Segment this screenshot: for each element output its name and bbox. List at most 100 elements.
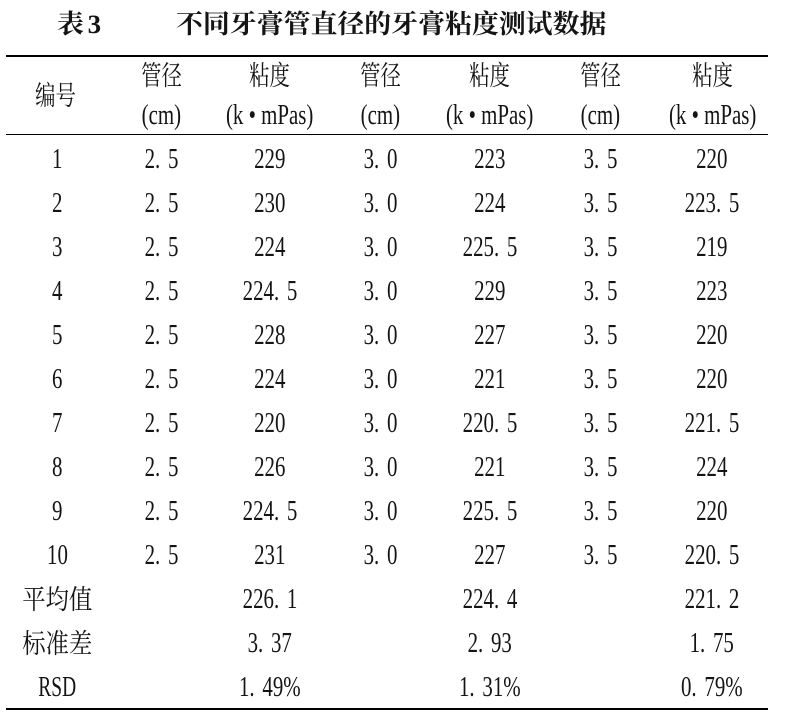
summary-value: 0. 79% (681, 664, 744, 706)
table-row: 6 2. 5 224 3. 0 221 3. 5 220 (6, 355, 768, 399)
data-cell: 2. 5 (109, 310, 215, 354)
cell-value: 3. 5 (583, 267, 618, 309)
data-cell: 220. 5 (435, 399, 544, 443)
table-top-rule (6, 54, 768, 58)
summary-row: RSD 1. 49% 1. 31% 0. 79% (6, 663, 768, 707)
table-row: 7 2. 5 220 3. 0 220. 5 3. 5 221. 5 (6, 399, 768, 443)
data-cell: 220 (656, 355, 768, 399)
cell-value: 229 (473, 267, 506, 309)
table-row: 2 2. 5 230 3. 0 224 3. 5 223. 5 (6, 178, 768, 222)
data-cell: 3. 0 (325, 178, 435, 222)
cell-value: 229 (254, 135, 286, 177)
summary-row: 标准差 3. 37 2. 93 1. 75 (6, 619, 768, 663)
column-label: 粘度 (469, 52, 510, 93)
row-index-cell: 8 (6, 443, 109, 487)
data-cell: 220 (656, 487, 768, 531)
row-index: 2 (52, 179, 63, 221)
data-cell: 223 (435, 134, 544, 178)
row-index: 8 (52, 444, 63, 486)
empty-cell (325, 575, 435, 619)
cell-value: 3. 0 (363, 356, 398, 398)
row-index-cell: 5 (6, 310, 109, 354)
data-cell: 3. 5 (544, 134, 656, 178)
data-cell: 224. 5 (214, 266, 325, 310)
cell-value: 3. 5 (583, 444, 618, 486)
cell-value: 223 (696, 267, 728, 309)
data-cell: 220 (656, 134, 768, 178)
cell-value: 227 (473, 532, 506, 574)
summary-value: 224. 4 (462, 576, 517, 618)
data-cell: 2. 5 (109, 355, 215, 399)
cell-value: 220 (696, 311, 728, 353)
data-cell: 228 (214, 310, 325, 354)
data-cell: 221. 5 (656, 399, 768, 443)
row-index: 1 (52, 135, 63, 177)
cell-value: 225. 5 (462, 223, 517, 265)
data-cell: 3. 0 (325, 487, 435, 531)
header-row: 编号 管径 (cm) 粘度 (k • mPas) 管径 (cm) 粘度 (k •… (6, 53, 768, 134)
cell-value: 220. 5 (684, 532, 740, 574)
summary-value: 1. 49% (238, 664, 301, 706)
column-header: 粘度 (k • mPas) (435, 53, 544, 134)
cell-value: 2. 5 (144, 135, 179, 177)
cell-value: 219 (696, 223, 728, 265)
cell-value: 2. 5 (144, 532, 179, 574)
cell-value: 220 (696, 356, 728, 398)
table-row: 4 2. 5 224. 5 3. 0 229 3. 5 223 (6, 266, 768, 310)
cell-value: 225. 5 (462, 488, 517, 530)
data-cell: 224 (435, 178, 544, 222)
cell-value: 224 (696, 444, 728, 486)
cell-value: 230 (254, 179, 286, 221)
summary-value: 2. 93 (467, 620, 512, 662)
column-unit: (cm) (141, 92, 182, 134)
data-cell: 3. 5 (544, 399, 656, 443)
data-cell: 2. 5 (109, 443, 215, 487)
cell-value: 3. 0 (363, 400, 398, 442)
row-index: 9 (52, 488, 63, 530)
column-unit: (k • mPas) (226, 92, 314, 134)
column-header: 粘度 (k • mPas) (656, 53, 768, 134)
table-row: 9 2. 5 224. 5 3. 0 225. 5 3. 5 220 (6, 487, 768, 531)
cell-value: 220 (254, 400, 286, 442)
summary-cell: 224. 4 (435, 575, 544, 619)
viscosity-data-table: 编号 管径 (cm) 粘度 (k • mPas) 管径 (cm) 粘度 (k •… (6, 53, 768, 707)
summary-value: 226. 1 (242, 576, 298, 618)
data-cell: 227 (435, 310, 544, 354)
cell-value: 228 (254, 311, 286, 353)
data-cell: 226 (214, 443, 325, 487)
data-cell: 224 (214, 355, 325, 399)
empty-cell (109, 663, 215, 707)
cell-value: 227 (473, 311, 506, 353)
data-cell: 219 (656, 222, 768, 266)
table-number: 表 3 (57, 2, 102, 42)
summary-cell: 221. 2 (656, 575, 768, 619)
column-unit: (cm) (580, 92, 621, 134)
cell-value: 3. 0 (363, 267, 398, 309)
data-cell: 221 (435, 443, 544, 487)
data-cell: 3. 5 (544, 222, 656, 266)
cell-value: 2. 5 (144, 311, 179, 353)
cell-value: 3. 5 (583, 356, 618, 398)
row-index: 6 (52, 356, 63, 398)
summary-cell: 1. 31% (435, 663, 544, 707)
data-cell: 2. 5 (109, 178, 215, 222)
empty-cell (109, 575, 215, 619)
summary-cell: 0. 79% (656, 663, 768, 707)
row-index-cell: 9 (6, 487, 109, 531)
cell-value: 221 (473, 356, 506, 398)
summary-label-cell: 标准差 (6, 619, 109, 663)
column-header: 管径 (cm) (325, 53, 435, 134)
table-bottom-rule (6, 707, 768, 711)
data-cell: 2. 5 (109, 531, 215, 575)
cell-value: 2. 5 (144, 356, 179, 398)
data-cell: 3. 5 (544, 443, 656, 487)
data-cell: 220 (214, 399, 325, 443)
cell-value: 3. 0 (363, 488, 398, 530)
data-cell: 2. 5 (109, 399, 215, 443)
table-caption: 表 3 不同牙膏管直径的牙膏粘度测试数据 (0, 0, 794, 44)
column-header: 粘度 (k • mPas) (214, 53, 325, 134)
data-cell: 2. 5 (109, 134, 215, 178)
data-cell: 3. 0 (325, 531, 435, 575)
cell-value: 221. 5 (684, 400, 740, 442)
